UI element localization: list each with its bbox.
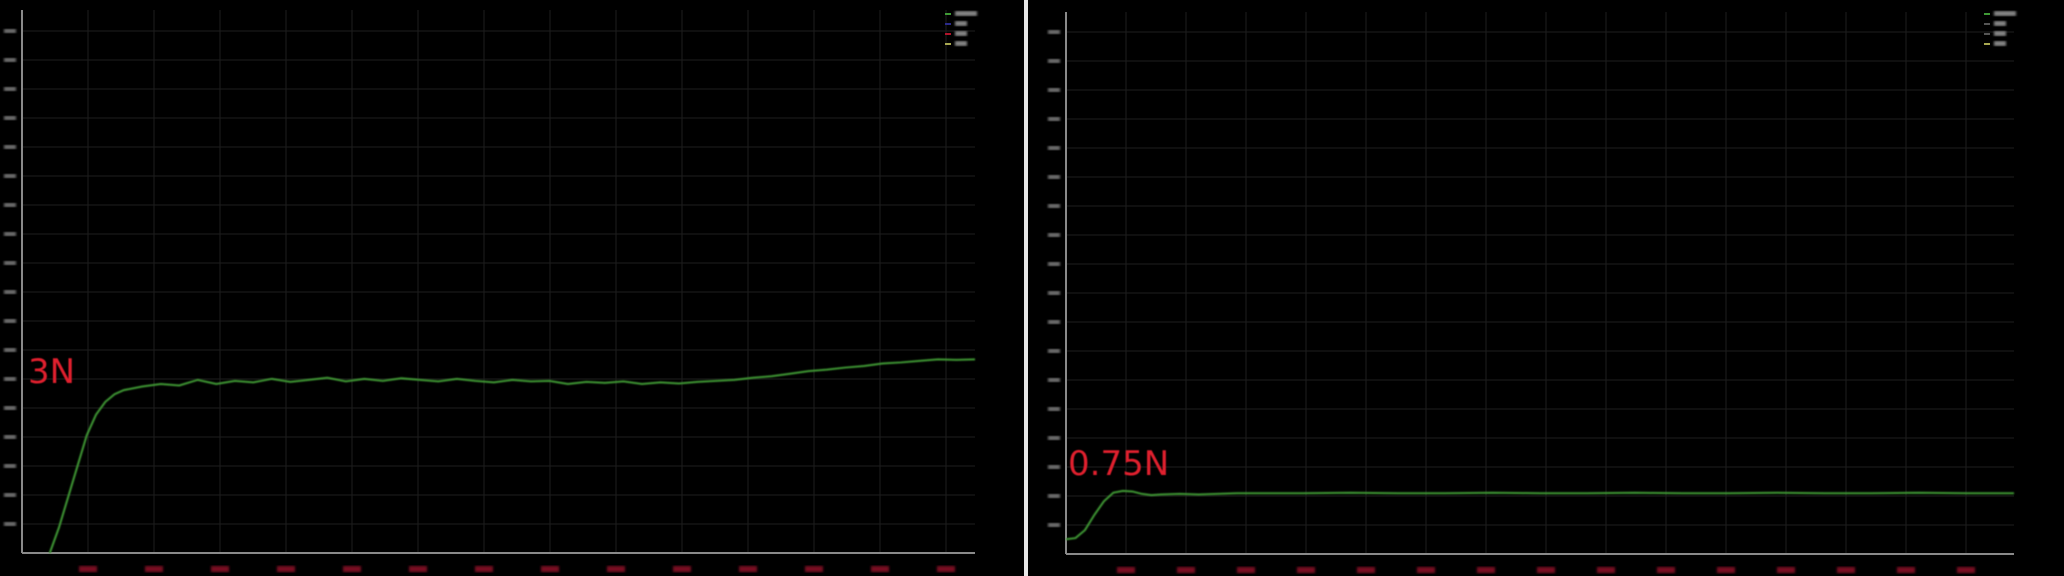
series-line-1: [1065, 489, 2014, 541]
y-tick-label: [4, 87, 16, 91]
y-tick-label: [1048, 291, 1060, 295]
x-tick-label: [145, 566, 163, 572]
y-tick-label: [4, 464, 16, 468]
x-tick-label: [1237, 567, 1255, 573]
y-tick-label: [4, 522, 16, 526]
x-tick-label: [1597, 567, 1615, 573]
x-tick-label: [871, 566, 889, 572]
x-tick-label: [1717, 567, 1735, 573]
x-tick-label: [1417, 567, 1435, 573]
y-tick-label: [1048, 59, 1060, 63]
x-tick-label: [739, 566, 757, 572]
y-tick-label: [1048, 523, 1060, 527]
y-tick-label: [4, 435, 16, 439]
y-tick-label: [4, 319, 16, 323]
legend-label: [955, 31, 967, 36]
y-tick-label: [4, 348, 16, 352]
x-tick-label: [211, 566, 229, 572]
y-tick-label: [4, 493, 16, 497]
x-tick-label: [1117, 567, 1135, 573]
y-tick-label: [1048, 262, 1060, 266]
x-tick-label: [607, 566, 625, 572]
y-tick-label: [1048, 117, 1060, 121]
x-tick-label: [1537, 567, 1555, 573]
y-tick-label: [4, 203, 16, 207]
y-tick-label: [4, 58, 16, 62]
legend-label: [955, 11, 977, 16]
y-tick-label: [4, 116, 16, 120]
y-tick-label: [1048, 494, 1060, 498]
chart-panel-1: [4, 10, 977, 572]
legend-label: [1994, 11, 2016, 16]
x-tick-label: [937, 566, 955, 572]
legend-label: [1994, 31, 2006, 36]
y-tick-label: [1048, 320, 1060, 324]
annotation-left: 3N: [28, 352, 76, 392]
series-line-1: [48, 358, 976, 554]
x-tick-label: [1177, 567, 1195, 573]
y-tick-label: [4, 29, 16, 33]
x-tick-label: [343, 566, 361, 572]
x-tick-label: [1477, 567, 1495, 573]
y-tick-label: [1048, 378, 1060, 382]
x-tick-label: [475, 566, 493, 572]
panel-divider: [1024, 0, 1028, 576]
legend-label: [955, 21, 967, 26]
y-tick-label: [4, 145, 16, 149]
y-tick-label: [1048, 407, 1060, 411]
y-tick-label: [1048, 436, 1060, 440]
y-tick-label: [4, 174, 16, 178]
chart-panel-2: [1048, 11, 2016, 573]
y-tick-label: [1048, 233, 1060, 237]
y-tick-label: [4, 232, 16, 236]
x-tick-label: [277, 566, 295, 572]
legend-label: [955, 41, 967, 46]
x-tick-label: [1297, 567, 1315, 573]
x-tick-label: [1837, 567, 1855, 573]
legend-label: [1994, 21, 2006, 26]
x-tick-label: [1957, 567, 1975, 573]
x-tick-label: [1357, 567, 1375, 573]
x-tick-label: [541, 566, 559, 572]
x-tick-label: [409, 566, 427, 572]
y-tick-label: [1048, 465, 1060, 469]
legend-label: [1994, 41, 2006, 46]
y-tick-label: [1048, 146, 1060, 150]
y-tick-label: [4, 261, 16, 265]
x-tick-label: [1897, 567, 1915, 573]
x-tick-label: [1777, 567, 1795, 573]
y-tick-label: [4, 290, 16, 294]
y-tick-label: [1048, 175, 1060, 179]
x-tick-label: [79, 566, 97, 572]
x-tick-label: [673, 566, 691, 572]
x-tick-label: [805, 566, 823, 572]
y-tick-label: [1048, 30, 1060, 34]
y-tick-label: [4, 406, 16, 410]
annotation-right: 0.75N: [1068, 444, 1170, 484]
y-tick-label: [1048, 88, 1060, 92]
x-tick-label: [1657, 567, 1675, 573]
y-tick-label: [1048, 349, 1060, 353]
y-tick-label: [1048, 204, 1060, 208]
y-tick-label: [4, 377, 16, 381]
